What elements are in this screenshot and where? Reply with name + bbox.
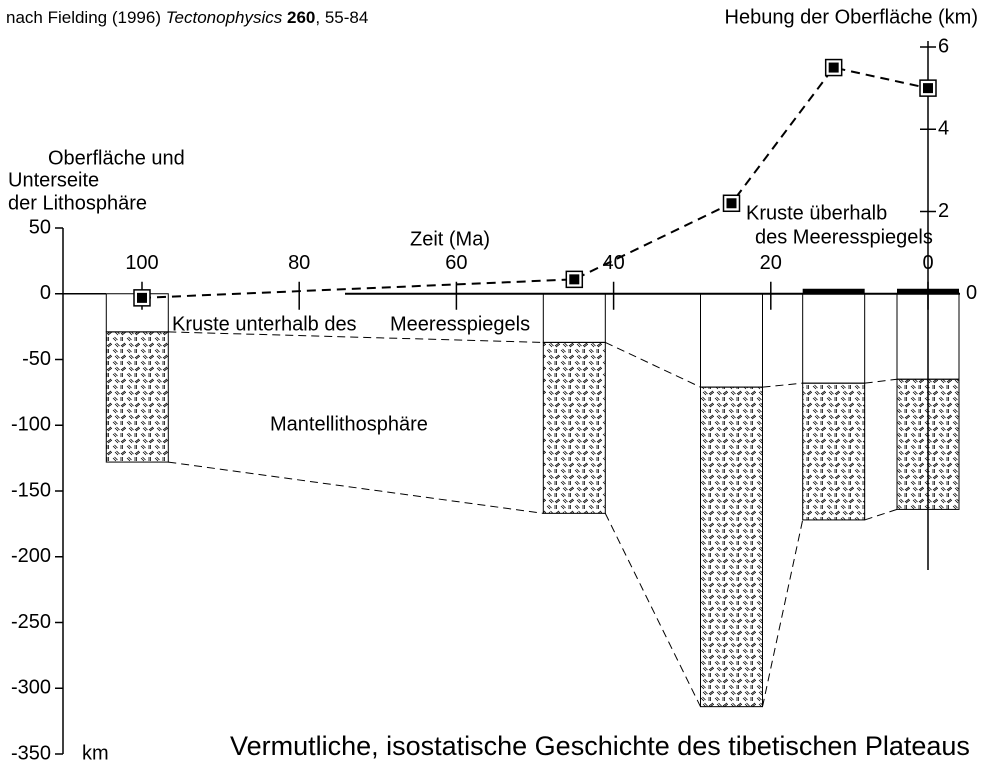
- mantle: [802, 382, 866, 521]
- annotation: Kruste überhalb: [746, 202, 887, 224]
- mantle: [700, 386, 763, 708]
- annotation: Meeresspiegels: [390, 313, 530, 335]
- annotation: Kruste unterhalb des: [172, 313, 357, 335]
- y-label: Oberfläche und: [48, 147, 185, 169]
- uplift-marker-core: [569, 274, 580, 285]
- x-tick-label: 20: [760, 252, 782, 274]
- x-tick-label: 100: [125, 252, 158, 274]
- source-pages: , 55-84: [315, 8, 369, 27]
- crust: [542, 293, 606, 343]
- crust: [802, 293, 866, 384]
- y-tick-label: -200: [11, 545, 51, 567]
- y2-tick-label: 4: [938, 118, 949, 140]
- surface-bar: [802, 288, 865, 294]
- source: nach Fielding (1996) Tectonophysics 260,…: [6, 8, 368, 28]
- connector: [605, 341, 701, 388]
- y2-tick-label: 2: [938, 200, 949, 222]
- annotation: des Meeresspiegels: [755, 226, 933, 248]
- uplift-marker-core: [137, 292, 147, 303]
- source-journal: Tectonophysics: [165, 8, 283, 27]
- mantle: [542, 341, 606, 514]
- connector: [762, 519, 804, 707]
- uplift-line: [141, 66, 929, 299]
- x-tick-label: 60: [445, 252, 467, 274]
- uplift-marker-core: [828, 62, 839, 73]
- y-unit: km: [82, 742, 109, 764]
- annotation: Mantellithosphäre: [270, 413, 428, 435]
- x-tick-label: 80: [288, 252, 310, 274]
- y-tick-label: -50: [22, 348, 51, 370]
- y-tick-label: -100: [11, 414, 51, 436]
- y2-tick-label: 6: [938, 35, 949, 57]
- y-tick-label: 50: [29, 216, 51, 238]
- crust: [700, 293, 763, 388]
- y-tick-label: -350: [11, 742, 51, 764]
- y-label: der Lithosphäre: [8, 192, 147, 214]
- connector: [864, 378, 898, 384]
- connector: [864, 508, 898, 521]
- chart-title: Vermutliche, isostatische Geschichte des…: [230, 731, 970, 761]
- mantle: [105, 331, 169, 463]
- uplift-marker-core: [923, 83, 933, 94]
- y-tick-label: -150: [11, 479, 51, 501]
- source-volume: 260: [287, 8, 316, 27]
- y2-label: Hebung der Oberfläche (km): [725, 6, 978, 28]
- y-tick-label: -250: [11, 611, 51, 633]
- connector: [762, 382, 803, 388]
- y2-tick-label: 0: [966, 282, 977, 304]
- y-tick-label: 0: [40, 282, 51, 304]
- y-tick-label: -300: [11, 677, 51, 699]
- source-text: nach Fielding (1996): [6, 8, 161, 27]
- y-label: Unterseite: [8, 169, 99, 191]
- connector: [604, 513, 701, 707]
- x-label: Zeit (Ma): [410, 228, 490, 250]
- connector: [168, 331, 544, 343]
- uplift-marker-core: [726, 198, 737, 209]
- connector: [168, 461, 544, 514]
